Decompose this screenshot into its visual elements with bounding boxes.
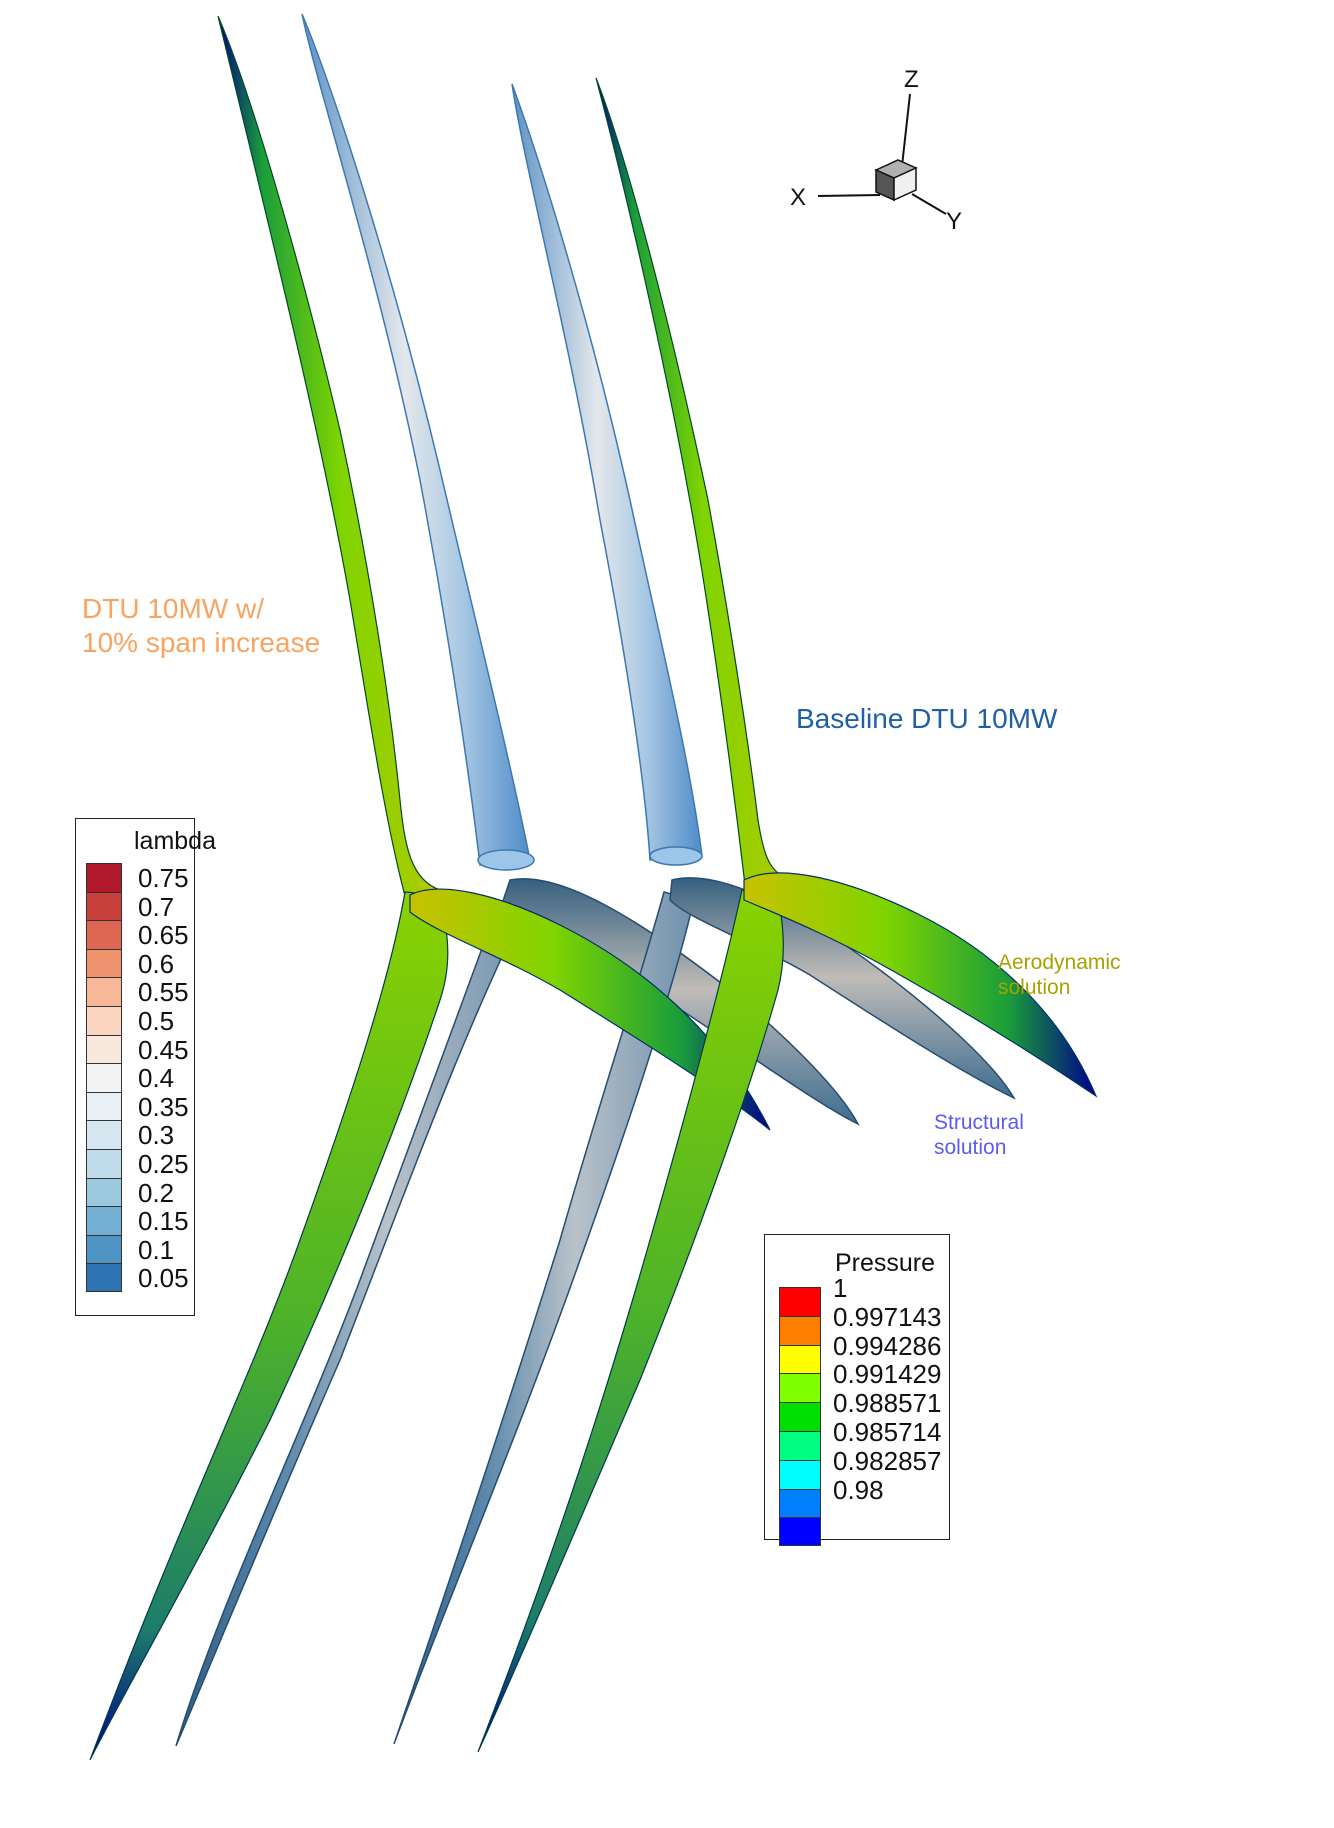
legend-swatch <box>86 1149 122 1178</box>
legend-level-label: 0.05 <box>138 1263 189 1294</box>
legend-level-label: 0.988571 <box>833 1388 942 1419</box>
legend-level-label: 0.25 <box>138 1149 189 1179</box>
modified-aero-blade-right <box>409 888 771 1131</box>
legend-level-label: 0.4 <box>138 1063 175 1094</box>
baseline-aero-blade-up <box>595 77 791 886</box>
legend-swatch <box>86 948 122 978</box>
legend-swatch <box>779 1344 821 1374</box>
legend-level-label: 0.1 <box>138 1234 175 1265</box>
legend-swatch <box>86 1263 122 1292</box>
legend-level-label: 0.15 <box>138 1206 189 1237</box>
legend-swatch <box>86 1063 122 1092</box>
lambda-legend: lambda 0.75 0.7 0.65 0.6 0.55 0.5 0.45 0.4 0.35 0… <box>75 818 216 1316</box>
modified-rotor-label-line1: DTU 10MW w/ <box>82 593 264 624</box>
legend-swatch-frame <box>779 1287 821 1547</box>
legend-swatch <box>86 1234 122 1264</box>
legend-level-label: 0.5 <box>138 1006 175 1036</box>
legend-swatch <box>86 1091 122 1121</box>
aerodynamic-label-line1: Aerodynamic <box>998 951 1121 974</box>
modified-aero-blade-up <box>217 15 443 897</box>
aerodynamic-solution-label: Aerodynamic solution <box>998 950 1121 1000</box>
legend-swatch <box>779 1517 821 1547</box>
legend-swatch <box>86 977 122 1006</box>
pressure-legend-title: Pressure <box>835 1249 936 1277</box>
legend-level-label: 0.98 <box>833 1474 884 1505</box>
structural-solution-label: Structural solution <box>934 1110 1024 1160</box>
legend-level-label: 0.3 <box>138 1120 175 1151</box>
axis-triad <box>817 93 947 215</box>
legend-swatch <box>86 1206 122 1235</box>
legend-swatch <box>86 1006 122 1035</box>
modified-rotor-label-line2: 10% span increase <box>82 626 321 658</box>
legend-swatch-frame <box>86 863 122 1292</box>
legend-swatch <box>86 1120 122 1149</box>
legend-swatch <box>86 1177 122 1207</box>
baseline-aero-blade-down <box>477 889 784 1753</box>
legend-level-label: 0.65 <box>138 920 189 951</box>
modified-structural-blade-up <box>301 13 535 871</box>
structural-label-line2: solution <box>934 1136 1007 1160</box>
structural-label-line1: Structural <box>934 1111 1024 1134</box>
baseline-structural-blade-up <box>511 83 703 866</box>
modified-structural-blade-down <box>175 901 530 1747</box>
legend-level-label: 0.982857 <box>833 1445 942 1476</box>
legend-swatch <box>86 863 122 892</box>
aerodynamic-label-line2: solution <box>998 976 1071 1000</box>
legend-swatch <box>779 1431 821 1460</box>
legend-swatch <box>779 1459 821 1489</box>
pressure-legend: Pressure 1 0.997143 0.994286 0.991429 0.9885… <box>764 1234 950 1547</box>
legend-level-label: 0.35 <box>138 1091 189 1122</box>
legend-swatch <box>779 1488 821 1518</box>
legend-swatch <box>86 891 122 921</box>
legend-level-label: 0.55 <box>138 977 189 1008</box>
y-axis-label: Y <box>946 208 963 235</box>
legend-level-label: 0.7 <box>138 891 175 922</box>
legend-swatch <box>779 1373 821 1403</box>
legend-level-label: 0.991429 <box>833 1359 942 1390</box>
baseline-aero-blade-right <box>743 872 1098 1098</box>
z-axis-label: Z <box>904 66 919 93</box>
modified-aero-blade-down <box>89 891 449 1761</box>
legend-swatch <box>86 1034 122 1064</box>
legend-level-label: 0.997143 <box>833 1301 942 1332</box>
legend-swatch <box>86 920 122 949</box>
legend-swatch <box>779 1402 821 1431</box>
legend-level-label: 0.2 <box>138 1177 175 1208</box>
legend-level-label: 0.6 <box>138 948 175 979</box>
baseline-structural-blade-down <box>393 891 695 1745</box>
legend-level-label: 1 <box>833 1273 848 1303</box>
legend-level-label: 0.45 <box>138 1034 189 1065</box>
lambda-legend-title: lambda <box>134 827 216 855</box>
modified-rotor-label: DTU 10MW w/ 10% span increase <box>82 592 320 659</box>
legend-level-label: 0.985714 <box>833 1417 942 1447</box>
legend-level-label: 0.994286 <box>833 1330 942 1361</box>
x-axis-label: X <box>790 184 807 211</box>
baseline-rotor-label: Baseline DTU 10MW <box>796 703 1058 734</box>
legend-swatch <box>779 1315 821 1345</box>
legend-level-label: 0.75 <box>138 863 189 893</box>
